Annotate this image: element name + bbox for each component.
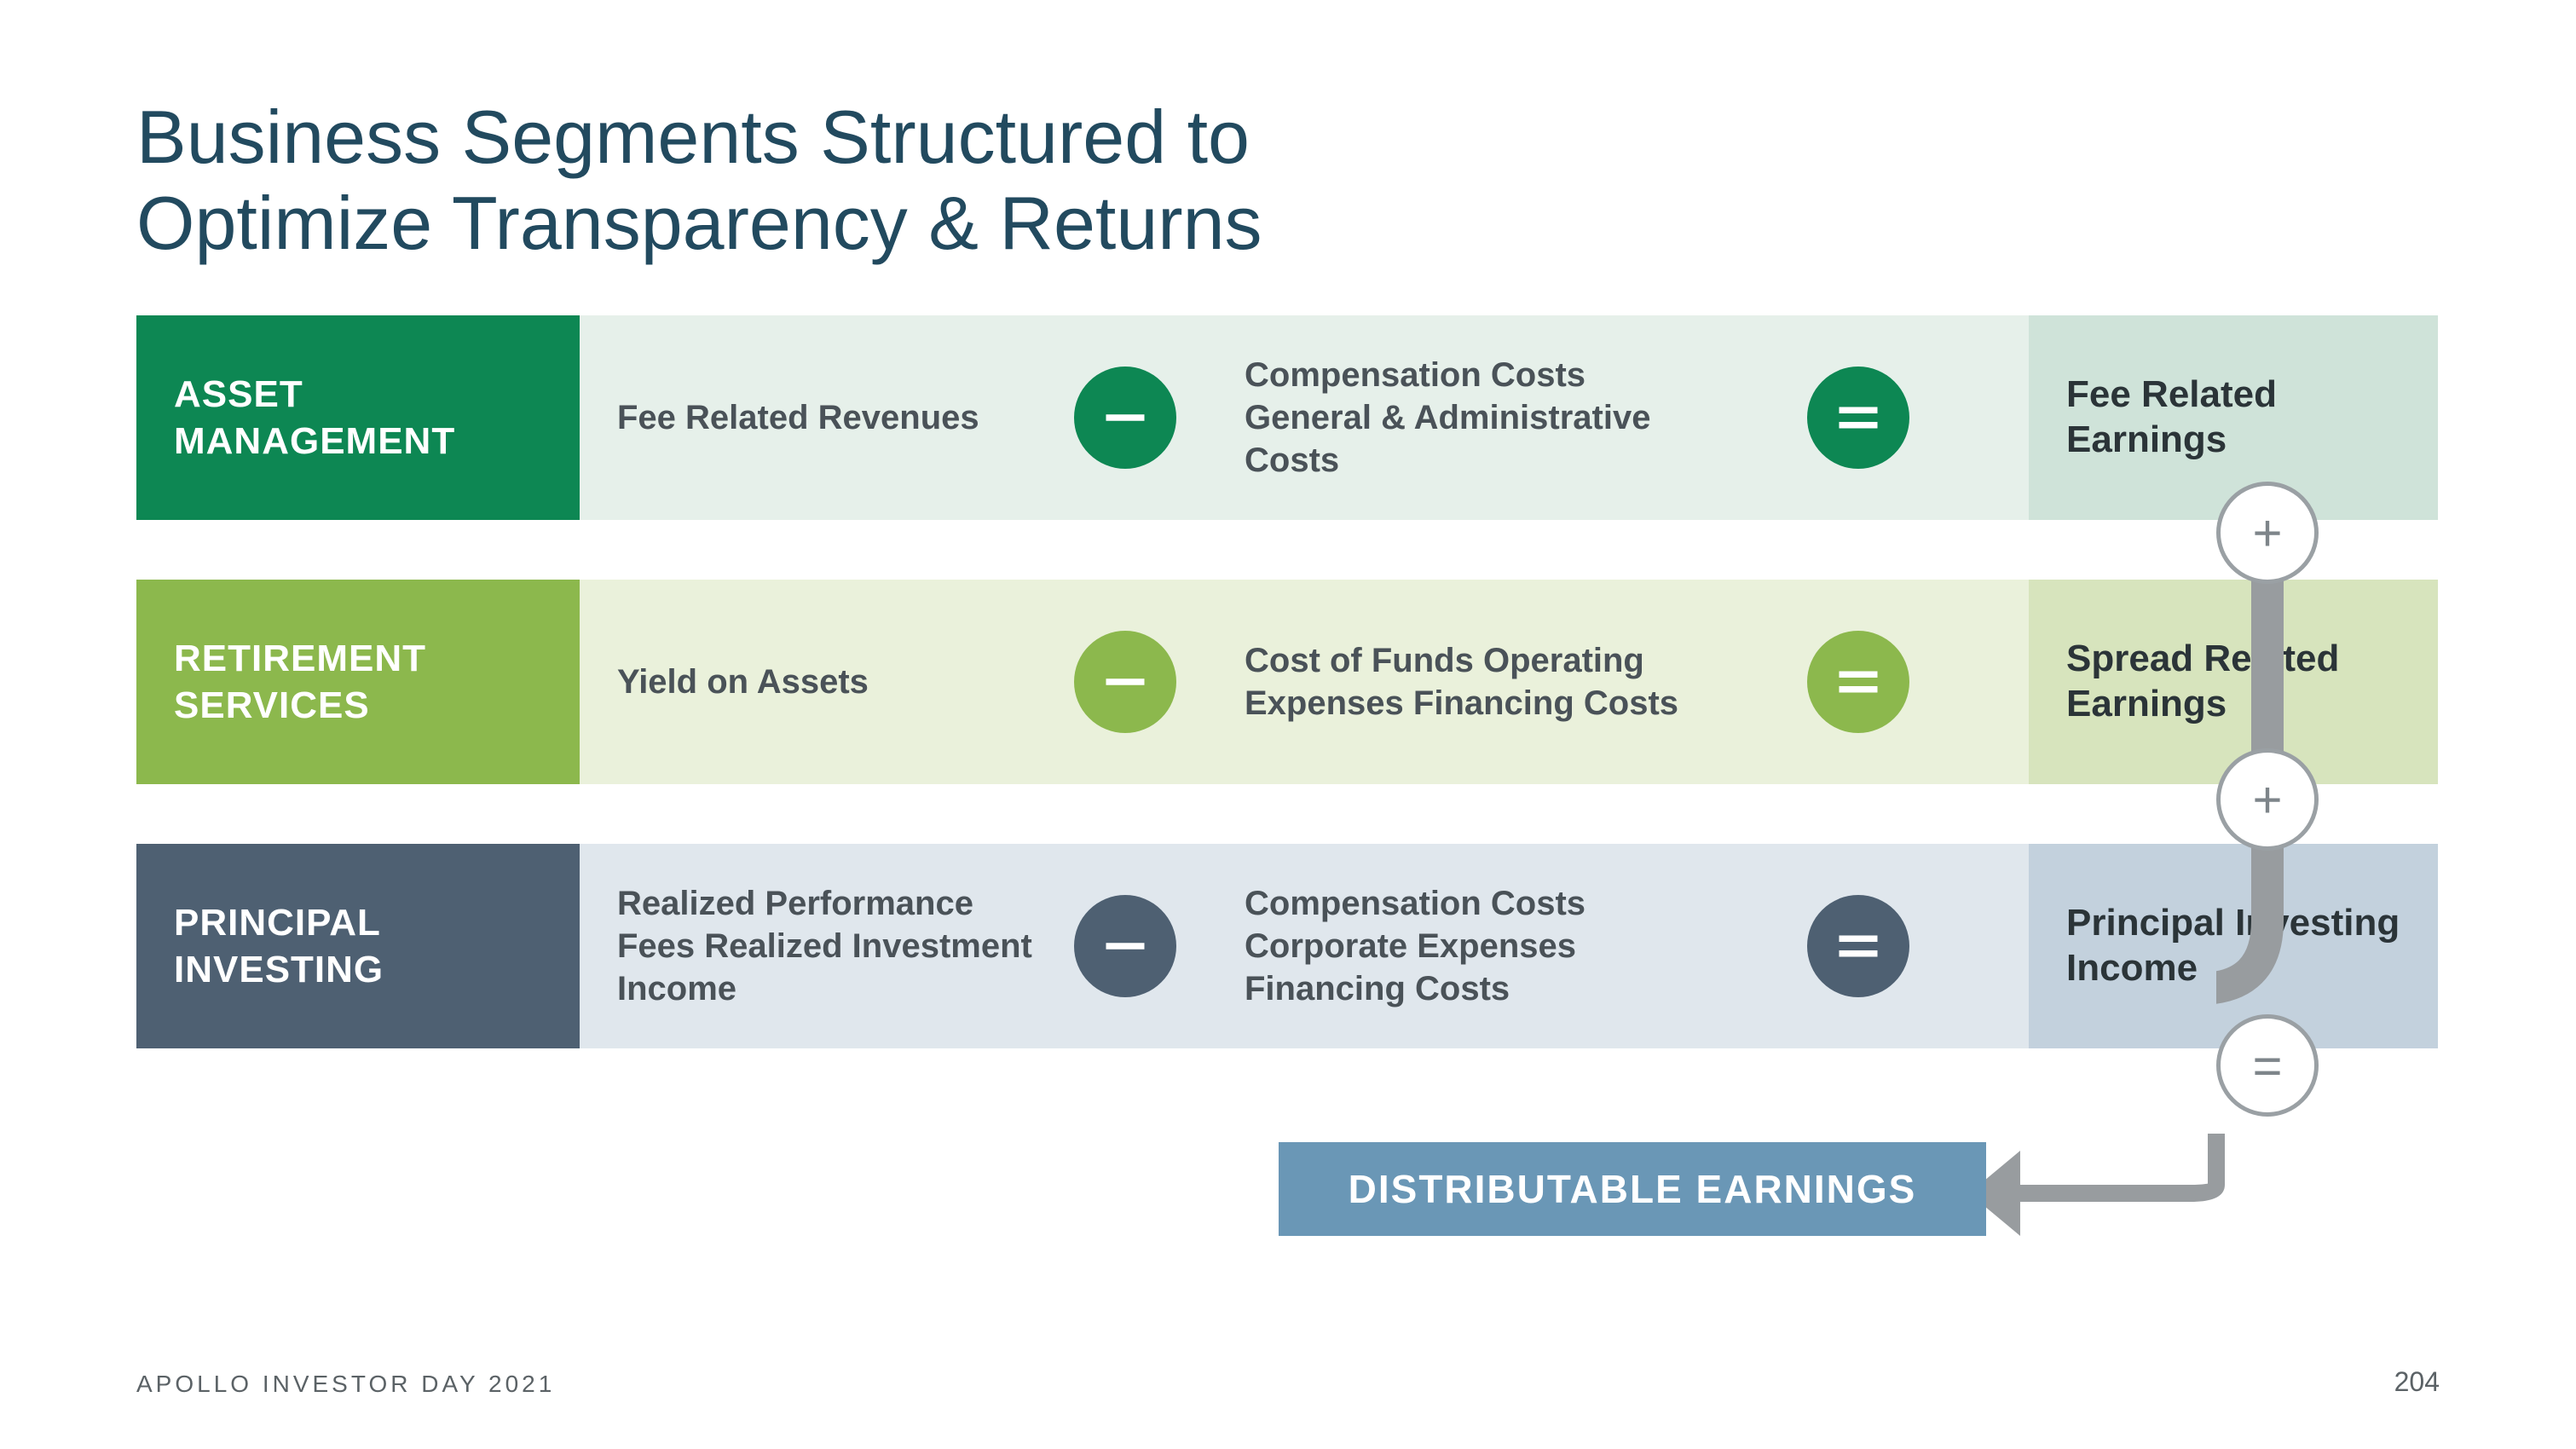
plus-node-1: + — [2216, 482, 2319, 584]
cost-text: Cost of Funds Operating Expenses Financi… — [1245, 580, 1722, 784]
segment-row-principal-investing: PRINCIPAL INVESTING Realized Performance… — [136, 844, 2438, 1048]
revenue-text: Fee Related Revenues — [617, 315, 1043, 520]
segment-rows: ASSET MANAGEMENT Fee Related Revenues Co… — [136, 315, 2438, 1108]
segment-label: RETIREMENT SERVICES — [136, 580, 580, 784]
equals-icon — [1807, 367, 1909, 469]
slide: Business Segments Structured to Optimize… — [0, 0, 2576, 1449]
segment-label: PRINCIPAL INVESTING — [136, 844, 580, 1048]
segment-label: ASSET MANAGEMENT — [136, 315, 580, 520]
cost-text: Compensation Costs General & Administrat… — [1245, 315, 1722, 520]
segment-body: Fee Related Revenues Compensation Costs … — [580, 315, 2029, 520]
segment-row-asset-management: ASSET MANAGEMENT Fee Related Revenues Co… — [136, 315, 2438, 520]
plus-node-2: + — [2216, 748, 2319, 851]
revenue-text: Realized Performance Fees Realized Inves… — [617, 844, 1043, 1048]
page-number: 204 — [2394, 1366, 2440, 1398]
revenue-text: Yield on Assets — [617, 580, 1043, 784]
distributable-earnings-box: DISTRIBUTABLE EARNINGS — [1279, 1142, 1986, 1236]
minus-icon — [1074, 367, 1176, 469]
segment-body: Yield on Assets Cost of Funds Operating … — [580, 580, 2029, 784]
minus-icon — [1074, 631, 1176, 733]
title-line1: Business Segments Structured to — [136, 94, 2440, 180]
segment-body: Realized Performance Fees Realized Inves… — [580, 844, 2029, 1048]
segment-result: Fee Related Earnings — [2029, 315, 2438, 520]
segment-result: Principal Investing Income — [2029, 844, 2438, 1048]
footer-text: APOLLO INVESTOR DAY 2021 — [136, 1371, 555, 1398]
equals-icon — [1807, 895, 1909, 997]
segment-row-retirement-services: RETIREMENT SERVICES Yield on Assets Cost… — [136, 580, 2438, 784]
minus-icon — [1074, 895, 1176, 997]
cost-text: Compensation Costs Corporate Expenses Fi… — [1245, 844, 1722, 1048]
slide-title: Business Segments Structured to Optimize… — [136, 94, 2440, 266]
arrow-head-icon — [1969, 1134, 2225, 1236]
segment-result: Spread Related Earnings — [2029, 580, 2438, 784]
equals-icon — [1807, 631, 1909, 733]
title-line2: Optimize Transparency & Returns — [136, 180, 2440, 266]
equals-node: = — [2216, 1014, 2319, 1117]
